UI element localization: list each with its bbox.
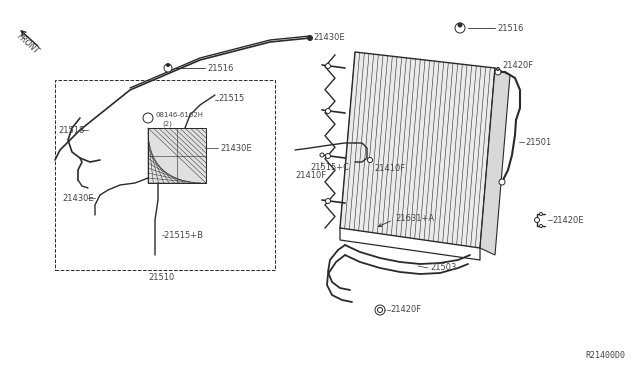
Text: 08146-6162H: 08146-6162H xyxy=(155,112,203,118)
Circle shape xyxy=(540,212,543,215)
Text: FRONT: FRONT xyxy=(15,32,41,56)
Circle shape xyxy=(534,218,540,222)
Circle shape xyxy=(499,179,505,185)
Bar xyxy=(55,80,275,270)
Circle shape xyxy=(326,64,330,68)
Text: 21410F: 21410F xyxy=(295,170,326,180)
Text: 21503: 21503 xyxy=(430,263,456,273)
Circle shape xyxy=(455,23,465,33)
Circle shape xyxy=(497,67,499,71)
Text: 21410F: 21410F xyxy=(374,164,405,173)
Bar xyxy=(148,128,206,183)
Text: 21510: 21510 xyxy=(148,273,174,282)
Circle shape xyxy=(378,308,383,312)
Text: 21430E: 21430E xyxy=(62,193,93,202)
Circle shape xyxy=(540,224,543,228)
Text: 21430E: 21430E xyxy=(220,144,252,153)
Text: 21501: 21501 xyxy=(525,138,551,147)
Polygon shape xyxy=(480,68,510,255)
Text: 21516: 21516 xyxy=(497,23,524,32)
Polygon shape xyxy=(340,52,495,248)
Text: 21516: 21516 xyxy=(207,64,234,73)
Text: 21420F: 21420F xyxy=(390,305,421,314)
Circle shape xyxy=(375,305,385,315)
Text: 21420E: 21420E xyxy=(552,215,584,224)
Circle shape xyxy=(367,157,372,163)
Circle shape xyxy=(166,64,170,67)
Text: 21518: 21518 xyxy=(58,125,84,135)
Text: 21420F: 21420F xyxy=(502,61,533,70)
Text: 21515+C: 21515+C xyxy=(310,163,349,171)
Text: R21400D0: R21400D0 xyxy=(585,350,625,359)
Circle shape xyxy=(326,109,330,113)
Circle shape xyxy=(458,23,462,27)
Text: -21515+B: -21515+B xyxy=(162,231,204,240)
Circle shape xyxy=(307,35,312,41)
Circle shape xyxy=(143,113,153,123)
Text: B: B xyxy=(145,115,150,121)
Text: (2): (2) xyxy=(162,121,172,127)
Circle shape xyxy=(495,69,501,75)
Text: 21631+A: 21631+A xyxy=(395,214,434,222)
Circle shape xyxy=(326,154,330,158)
Text: 21430E: 21430E xyxy=(313,32,344,42)
Circle shape xyxy=(164,64,172,72)
Text: 21515: 21515 xyxy=(218,93,244,103)
Circle shape xyxy=(320,153,324,157)
Circle shape xyxy=(326,199,330,203)
